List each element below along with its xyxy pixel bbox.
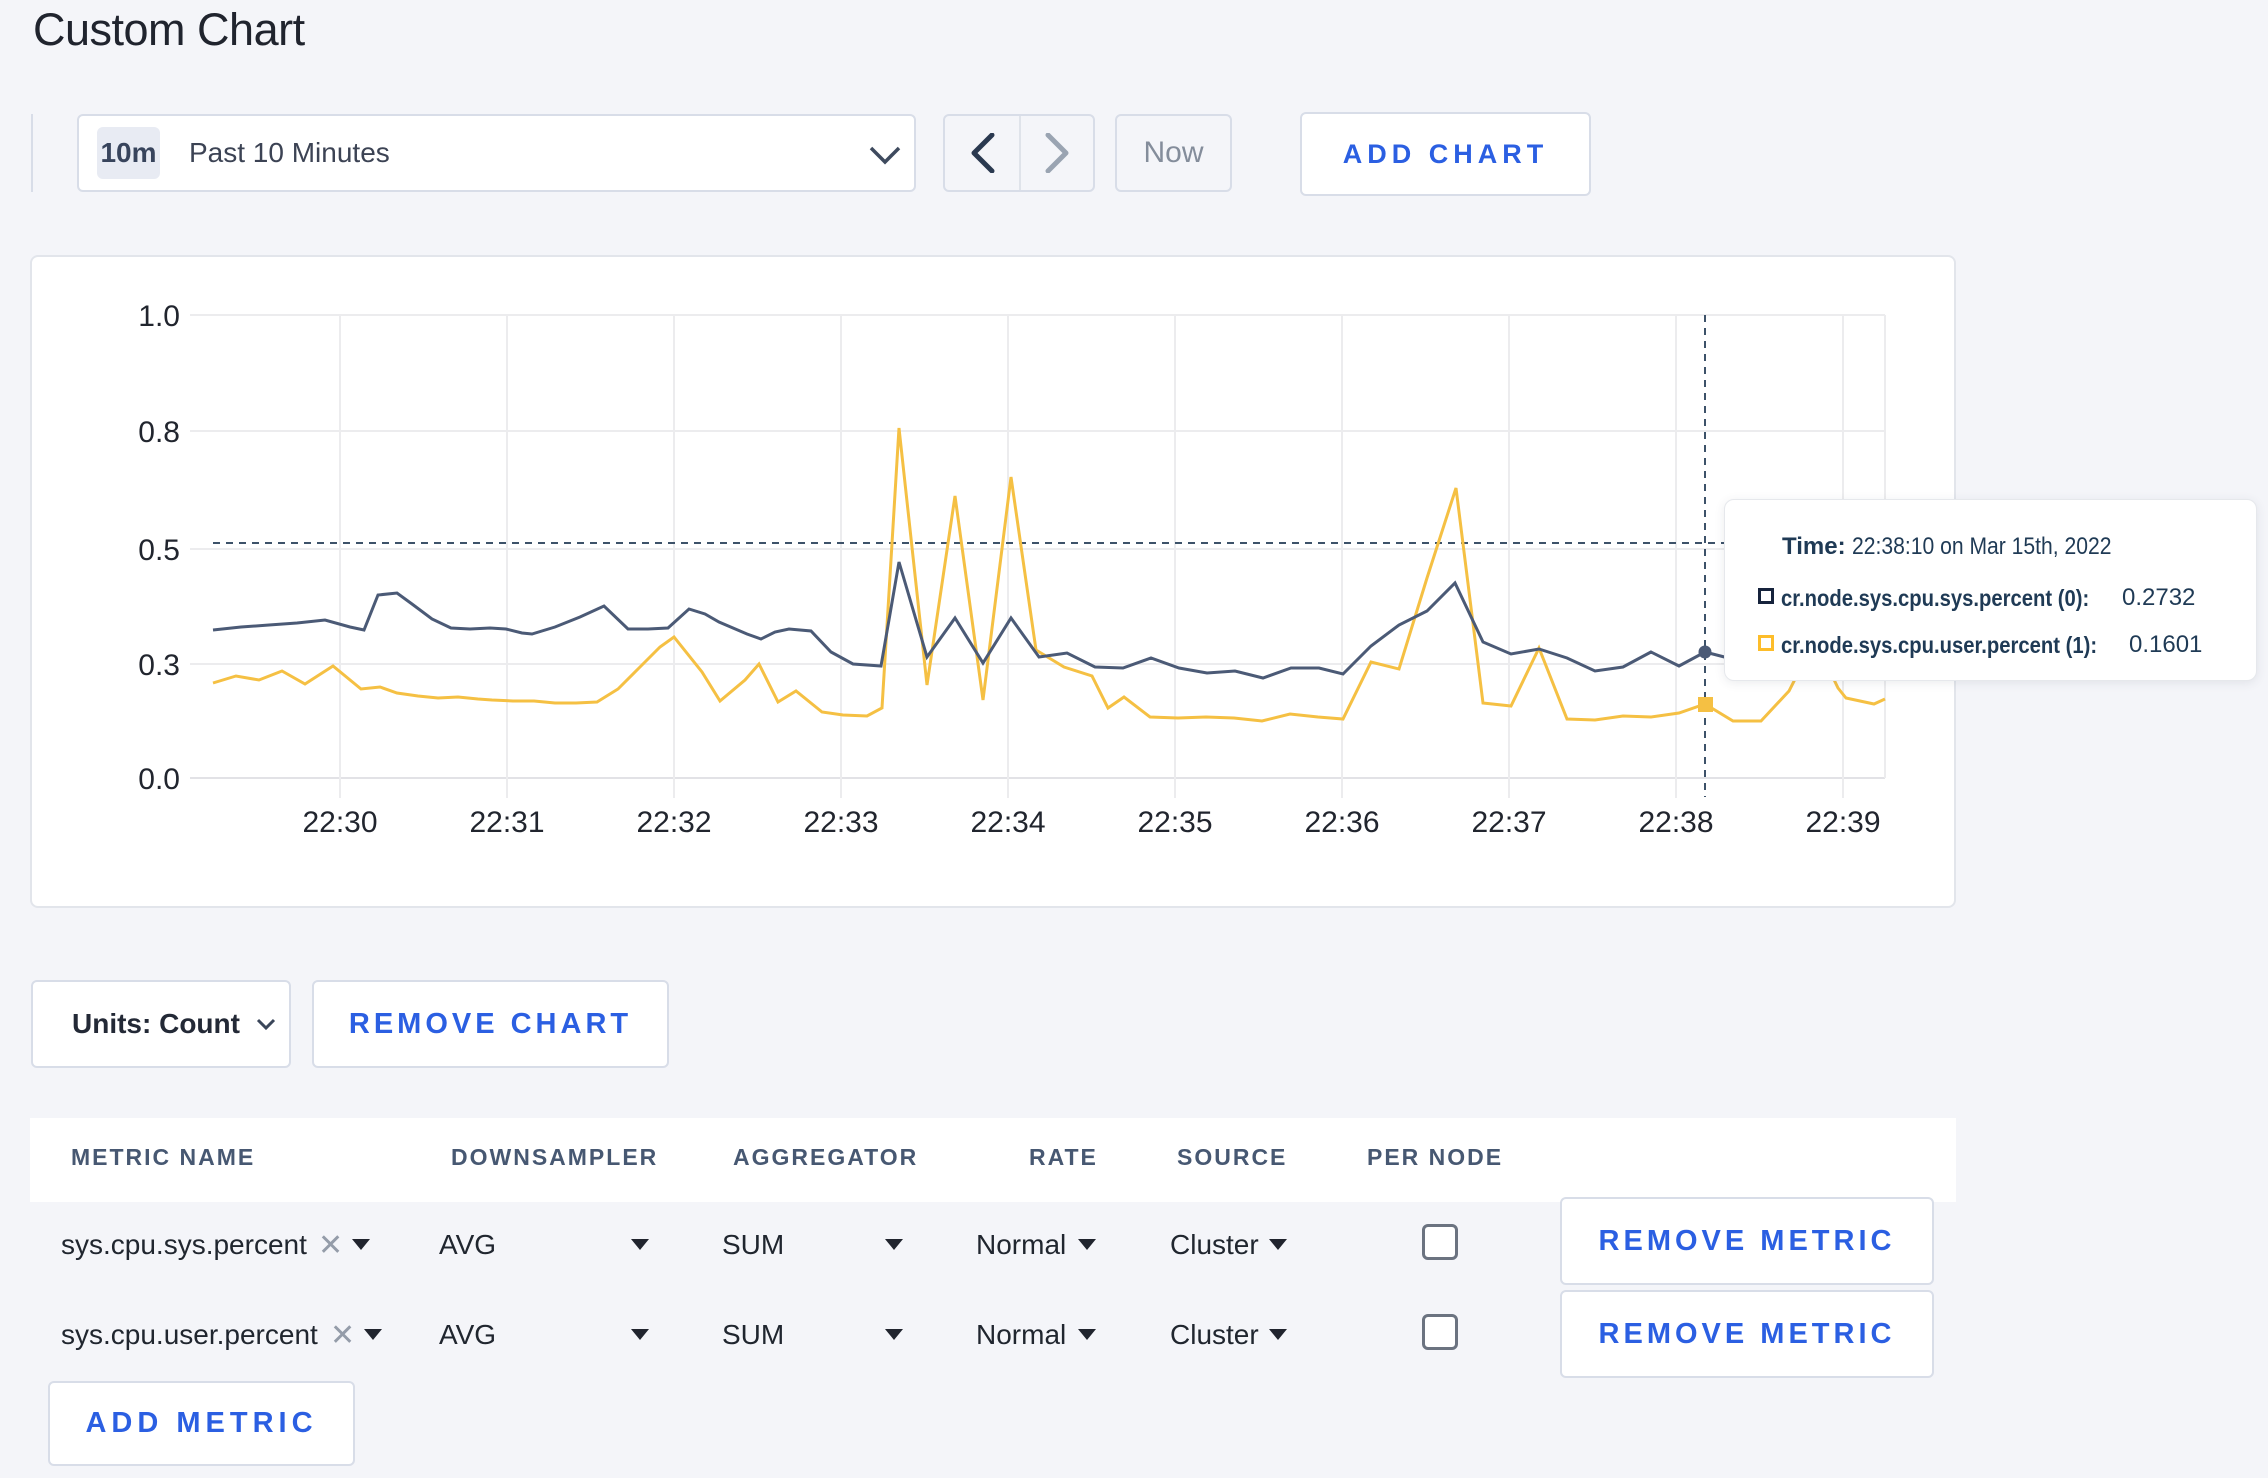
svg-text:0.5: 0.5 [138,534,180,567]
svg-text:22:33: 22:33 [803,806,878,839]
svg-text:0.0: 0.0 [138,763,180,796]
svg-text:22:37: 22:37 [1471,806,1546,839]
svg-text:22:39: 22:39 [1805,806,1880,839]
svg-text:22:31: 22:31 [469,806,544,839]
svg-text:22:32: 22:32 [636,806,711,839]
svg-text:0.8: 0.8 [138,416,180,449]
svg-text:22:34: 22:34 [970,806,1045,839]
svg-text:22:35: 22:35 [1137,806,1212,839]
svg-text:0.3: 0.3 [138,649,180,682]
svg-text:22:36: 22:36 [1304,806,1379,839]
svg-text:22:30: 22:30 [302,806,377,839]
svg-text:22:38: 22:38 [1638,806,1713,839]
svg-text:1.0: 1.0 [138,300,180,333]
